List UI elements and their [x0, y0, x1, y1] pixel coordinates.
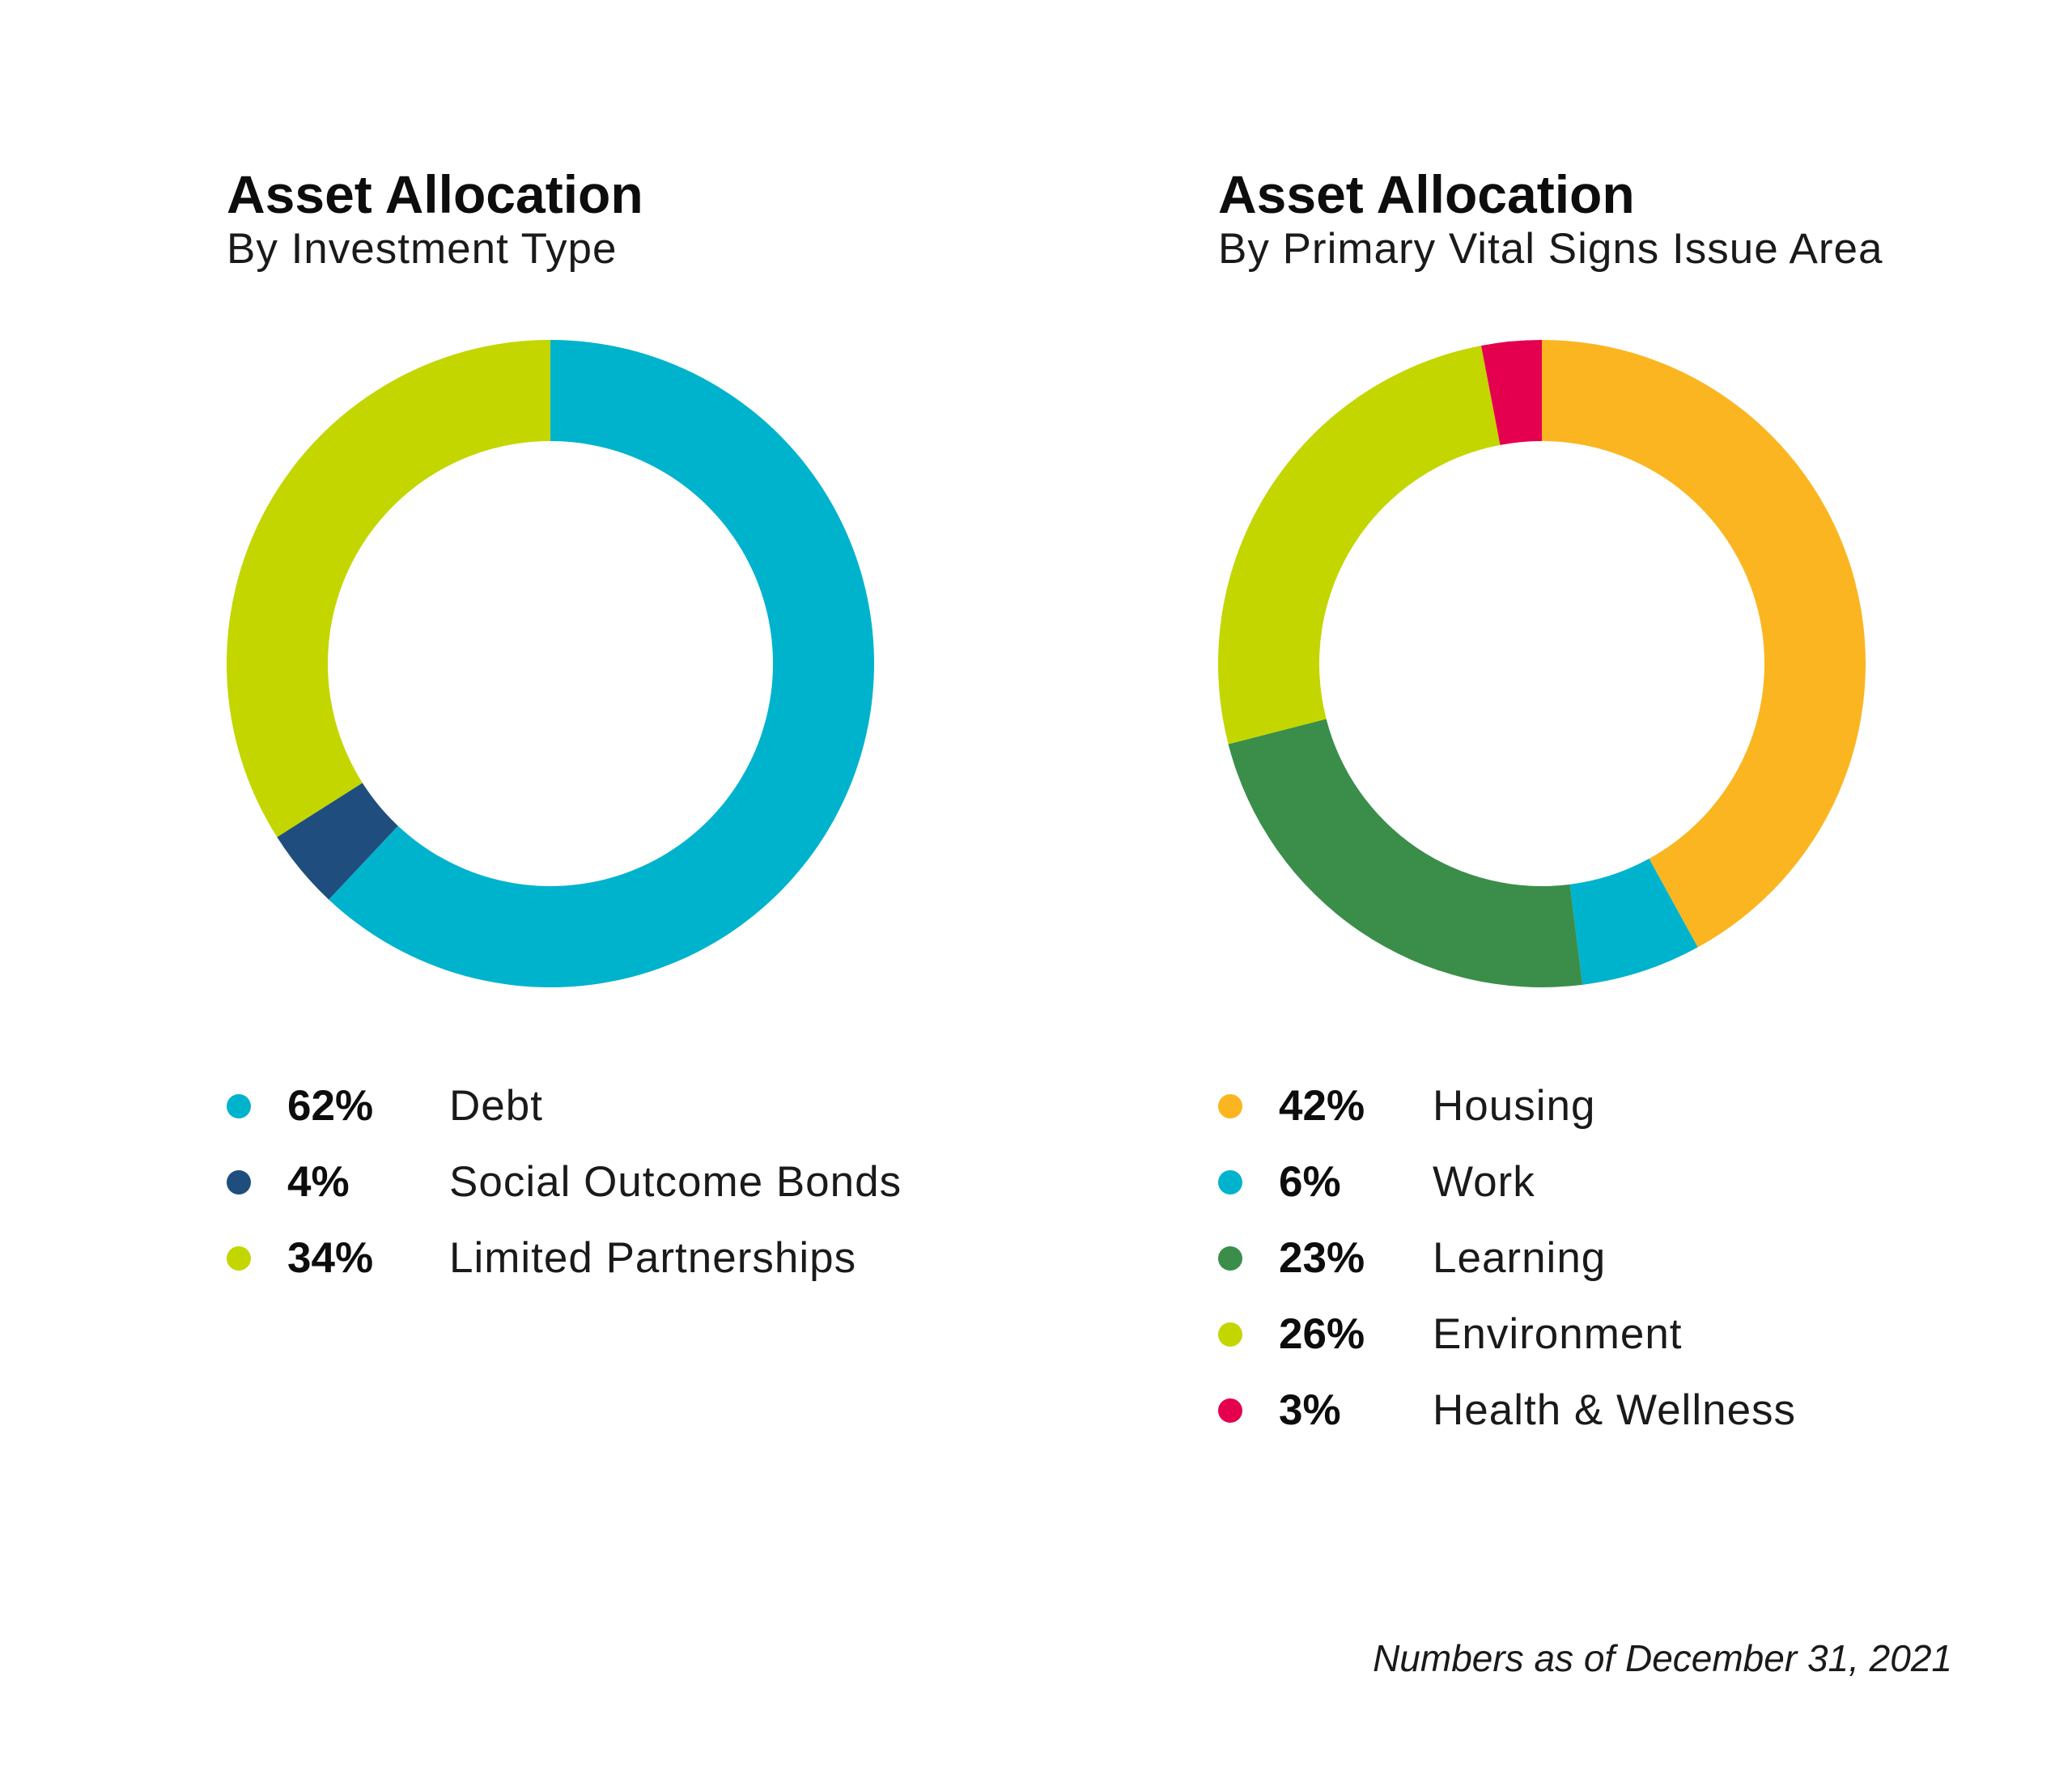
- legend-percent: 3%: [1279, 1386, 1341, 1434]
- slice-learning: [1228, 719, 1583, 987]
- legend-label: Learning: [1433, 1234, 1607, 1282]
- legend-dot: [1218, 1322, 1242, 1347]
- chart-panel-investment-type: Asset Allocation By Investment Type 62% …: [227, 0, 1117, 1457]
- legend-label: Housing: [1433, 1082, 1596, 1130]
- legend-dot: [1218, 1246, 1242, 1271]
- legend-label: Health & Wellness: [1433, 1386, 1797, 1434]
- legend-dot: [1218, 1094, 1242, 1118]
- slice-housing: [1542, 340, 1866, 948]
- legend-dot: [227, 1170, 251, 1195]
- slice-environment: [1218, 346, 1501, 745]
- donut-chart-issue-area: [1218, 340, 1866, 987]
- chart-panel-issue-area: Asset Allocation By Primary Vital Signs …: [1218, 0, 2072, 1457]
- slice-health-wellness: [1481, 340, 1542, 445]
- legend-percent: 26%: [1279, 1310, 1365, 1358]
- slice-social-outcome-bonds: [277, 783, 398, 900]
- legend-percent: 6%: [1279, 1158, 1341, 1206]
- legend-label: Limited Partnerships: [449, 1234, 857, 1282]
- donut-chart-investment-type: [227, 340, 874, 987]
- footnote: Numbers as of December 31, 2021: [1373, 1637, 1952, 1679]
- legend-percent: 23%: [1279, 1234, 1365, 1282]
- legend-percent: 4%: [287, 1158, 350, 1206]
- legend-label: Work: [1433, 1158, 1535, 1206]
- legend-label: Social Outcome Bonds: [449, 1158, 902, 1206]
- legend-label: Environment: [1433, 1310, 1683, 1358]
- legend-dot: [1218, 1170, 1242, 1195]
- slice-debt: [329, 340, 874, 987]
- chart-subtitle: By Investment Type: [227, 225, 618, 273]
- legend-dot: [1218, 1398, 1242, 1423]
- legend-percent: 42%: [1279, 1082, 1365, 1130]
- legend-label: Debt: [449, 1082, 543, 1130]
- chart-title: Asset Allocation: [227, 164, 643, 224]
- chart-subtitle: By Primary Vital Signs Issue Area: [1218, 225, 1883, 273]
- legend-dot: [227, 1246, 251, 1271]
- slice-limited-partnerships: [227, 340, 550, 838]
- legend-dot: [227, 1094, 251, 1118]
- legend-percent: 34%: [287, 1234, 374, 1282]
- chart-title: Asset Allocation: [1218, 164, 1635, 224]
- legend-percent: 62%: [287, 1082, 374, 1130]
- slice-work: [1569, 858, 1698, 985]
